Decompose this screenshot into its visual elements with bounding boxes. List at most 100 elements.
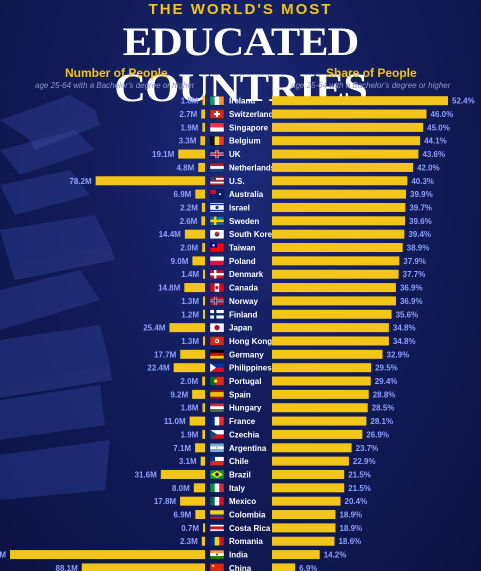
right-value-label: 36.9% <box>400 284 423 293</box>
right-bar <box>272 469 345 479</box>
right-bar <box>272 483 345 493</box>
left-value-label: 2.0M <box>180 244 198 253</box>
right-bar <box>272 349 383 359</box>
left-panel-subtitle: age 25-64 with a Bachelor's degree or hi… <box>35 81 195 90</box>
japan-flag-icon <box>209 322 225 333</box>
left-value-label: 1.4M <box>181 270 199 279</box>
right-bar <box>272 443 352 453</box>
china-flag-icon <box>209 563 225 571</box>
australia-flag-icon <box>209 189 225 199</box>
spain-flag-icon <box>209 389 225 400</box>
left-bar <box>201 536 205 546</box>
left-bar <box>95 176 205 186</box>
country-label: Denmark <box>229 270 264 279</box>
right-bar <box>272 122 424 132</box>
right-bar <box>272 283 396 293</box>
country-label: U.S. <box>229 177 245 186</box>
country-label: Mexico <box>229 497 256 506</box>
left-value-label: 2.7M <box>179 110 197 119</box>
country-label: Norway <box>229 297 258 306</box>
right-value-label: 36.9% <box>400 297 423 306</box>
right-bar <box>272 189 407 199</box>
country-label: Hong Kong <box>229 337 272 346</box>
right-value-label: 37.9% <box>403 257 426 266</box>
right-bar <box>272 96 448 106</box>
right-bar <box>272 256 400 266</box>
right-bar <box>272 389 369 399</box>
right-value-label: 39.6% <box>409 217 432 226</box>
country-label: India <box>229 551 248 560</box>
left-bar <box>192 389 205 399</box>
right-value-label: 34.8% <box>393 337 416 346</box>
left-value-label: 1.3M <box>181 297 199 306</box>
left-bar <box>10 550 205 560</box>
singapore-flag-icon <box>209 122 225 133</box>
country-label: China <box>229 564 252 571</box>
south-korea-flag-icon <box>209 229 225 239</box>
left-value-label: 1.8M <box>181 97 199 106</box>
norway-flag-icon <box>209 296 225 306</box>
right-value-label: 52.4% <box>452 97 475 106</box>
left-value-label: 2.2M <box>180 203 198 212</box>
left-bar <box>195 510 205 520</box>
poland-flag-icon <box>209 256 225 266</box>
left-bar <box>200 456 205 466</box>
country-label: Canada <box>229 284 258 293</box>
portugal-flag-icon <box>209 376 225 386</box>
right-bar <box>272 550 320 560</box>
country-label: Portugal <box>229 377 261 386</box>
right-value-label: 14.2% <box>324 551 347 560</box>
country-label: Spain <box>229 390 251 399</box>
switzerland-flag-icon <box>209 109 225 119</box>
left-bar <box>195 189 205 199</box>
left-bar <box>184 283 205 293</box>
italy-flag-icon <box>209 483 225 493</box>
left-bar <box>180 496 205 506</box>
right-value-label: 28.5% <box>372 404 395 413</box>
left-bar <box>184 229 205 239</box>
country-label: Israel <box>229 203 250 212</box>
right-bar <box>272 202 406 212</box>
brazil-flag-icon <box>209 469 225 480</box>
supertitle: THE WORLD'S MOST <box>148 1 333 18</box>
country-label: Sweden <box>229 217 259 226</box>
left-bar <box>180 349 205 359</box>
country-label: Chile <box>229 457 249 466</box>
right-bar <box>272 376 371 386</box>
right-bar <box>272 336 389 346</box>
left-bar <box>81 563 205 571</box>
left-value-label: 25.4M <box>143 324 166 333</box>
country-label: Belgium <box>229 137 261 146</box>
hungary-flag-icon <box>209 403 225 413</box>
left-value-label: 3.3M <box>179 137 197 146</box>
czechia-flag-icon <box>209 429 225 440</box>
right-value-label: 29.5% <box>375 364 398 373</box>
country-label: Taiwan <box>229 244 256 253</box>
country-label: Poland <box>229 257 256 266</box>
right-value-label: 18.9% <box>339 511 362 520</box>
right-panel-title: Share of People <box>326 66 417 80</box>
country-label: Argentina <box>229 444 267 453</box>
left-bar <box>189 416 205 426</box>
right-value-label: 39.7% <box>409 203 432 212</box>
left-bar <box>193 483 205 493</box>
country-label: UK <box>229 150 241 159</box>
right-value-label: 18.6% <box>338 537 361 546</box>
argentina-flag-icon <box>209 443 225 453</box>
right-bar <box>272 309 392 319</box>
country-label: Costa Rica <box>229 524 271 533</box>
right-bar <box>272 109 427 119</box>
hong-kong-flag-icon <box>209 336 225 346</box>
right-value-label: 42.0% <box>417 163 440 172</box>
philippines-flag-icon <box>209 362 225 373</box>
india-flag-icon <box>209 549 225 560</box>
right-panel-subtitle: age 25-64 with a Bachelor's degree or hi… <box>291 81 451 90</box>
country-label: Netherlands <box>229 163 276 172</box>
right-value-label: 22.9% <box>353 457 376 466</box>
right-value-label: 44.1% <box>424 137 447 146</box>
left-value-label: 1.9M <box>181 430 199 439</box>
left-bar <box>202 96 205 106</box>
left-value-label: 8.0M <box>172 484 190 493</box>
left-value-label: 78.2M <box>69 177 92 186</box>
country-label: Philippines <box>229 364 272 373</box>
